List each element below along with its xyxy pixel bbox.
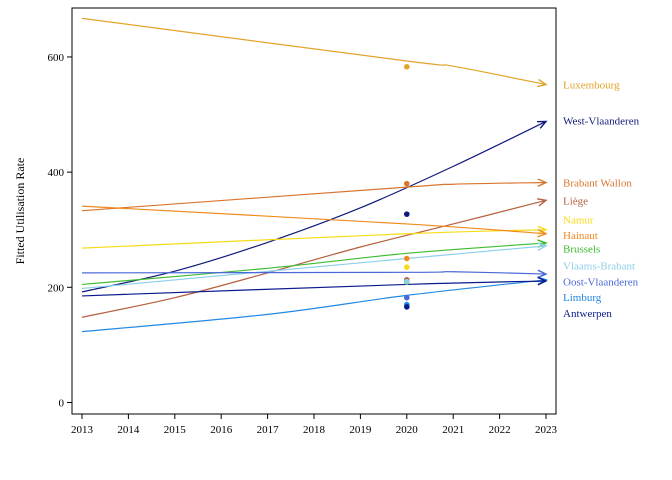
x-tick-label: 2020	[396, 424, 419, 436]
arrowhead-namur	[537, 225, 548, 235]
x-tick-label: 2023	[535, 424, 558, 436]
series-line-antwerpen	[81, 280, 547, 297]
data-point-oost-vlaanderen	[404, 294, 410, 301]
x-tick-label: 2021	[442, 424, 464, 436]
series-line-oost-vlaanderen	[81, 271, 547, 275]
series-label-limburg: Limburg	[563, 292, 602, 304]
x-tick-label: 2015	[164, 424, 187, 436]
series-label-luxembourg: Luxembourg	[563, 80, 620, 92]
x-tick-label: 2019	[349, 424, 372, 436]
series-line-luxembourg	[81, 17, 547, 86]
data-point-hainaut	[404, 255, 410, 262]
arrowhead-li-ge	[537, 198, 548, 207]
x-tick-label: 2018	[303, 424, 326, 436]
arrowhead-hainaut	[537, 228, 548, 238]
series-label-west-vlaanderen: West-Vlaanderen	[563, 115, 640, 127]
data-point-west-vlaanderen	[404, 211, 410, 217]
series-label-namur: Namur	[563, 214, 594, 226]
arrowhead-west-vlaanderen	[536, 120, 548, 129]
data-point-luxembourg	[404, 63, 410, 70]
series-line-brussels	[81, 242, 547, 286]
x-tick-label: 2014	[117, 424, 140, 436]
series-line-brabant-wallon	[81, 181, 547, 212]
arrowhead-vlaams-brabant	[537, 242, 548, 251]
y-tick-label: 400	[48, 167, 65, 179]
x-tick-label: 2016	[210, 424, 233, 436]
data-point-vlaams-brabant	[404, 278, 410, 285]
y-tick-label: 200	[48, 282, 65, 294]
series-label-brabant-wallon: Brabant Wallon	[563, 177, 632, 189]
data-point-namur	[404, 264, 410, 270]
series-line-limburg	[81, 279, 547, 333]
x-tick-label: 2022	[489, 424, 511, 436]
x-axis: 2013 2014 2015 2016 2017 2018 2019 2020 2021 2022…	[71, 414, 558, 436]
plot-frame	[71, 7, 557, 415]
series-label-brussels: Brussels	[563, 244, 600, 256]
arrowhead-oost-vlaanderen	[537, 269, 548, 279]
series-lines	[81, 17, 548, 333]
series-label-vlaams-brabant: Vlaams-Brabant	[563, 260, 635, 272]
series-label-antwerpen: Antwerpen	[563, 308, 612, 320]
arrowhead-brabant-wallon	[537, 178, 548, 187]
series-points	[404, 63, 410, 310]
y-axis-title: Fitted Utilisation Rate	[13, 158, 27, 265]
data-point-antwerpen	[404, 304, 410, 310]
series-label-hainaut: Hainaut	[563, 230, 598, 242]
y-tick-label: 0	[59, 397, 65, 409]
data-point-brabant-wallon	[404, 180, 410, 187]
series-line-hainaut	[81, 205, 547, 235]
y-tick-label: 600	[48, 52, 65, 64]
x-tick-label: 2013	[71, 424, 94, 436]
series-line-li-ge	[81, 199, 547, 318]
arrowhead-antwerpen	[537, 276, 548, 286]
x-tick-label: 2017	[257, 424, 280, 436]
series-label-oost-vlaanderen: Oost-Vlaanderen	[563, 277, 639, 289]
series-labels: Luxembourg West-Vlaanderen Brabant Wallon L…	[563, 80, 640, 321]
series-label-li-ge: Liège	[563, 195, 588, 207]
series-line-vlaams-brabant	[81, 245, 547, 290]
y-axis: 0 200 400 600	[48, 52, 72, 409]
arrowhead-luxembourg	[537, 78, 548, 88]
